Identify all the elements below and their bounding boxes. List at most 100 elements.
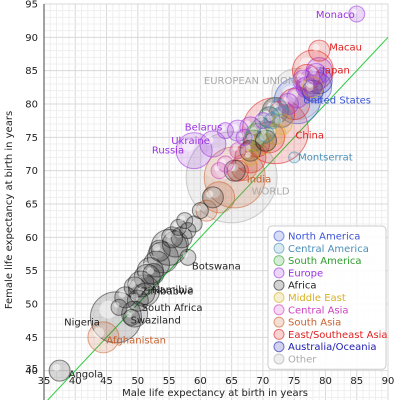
legend-entry-label: Europe — [288, 268, 323, 279]
x-axis-title: Male life expectancy at birth in years — [122, 388, 308, 399]
bubble — [126, 289, 149, 312]
legend-entry-label: Other — [288, 355, 317, 366]
legend-entry-label: Australia/Oceania — [288, 342, 377, 353]
bubble — [301, 76, 324, 99]
legend-swatch — [273, 255, 285, 267]
bubble — [176, 212, 194, 230]
x-tick-label: 75 — [288, 376, 301, 387]
x-tick-label: 40 — [69, 376, 82, 387]
y-tick-label: 50 — [25, 300, 38, 311]
y-tick-label: 45 — [25, 333, 38, 344]
x-tick-label: 55 — [163, 376, 176, 387]
bubble — [110, 298, 128, 316]
country-label: Nigeria — [64, 317, 100, 328]
bubble-body — [270, 98, 288, 116]
bubble — [235, 128, 253, 146]
legend-entry-label: South America — [288, 256, 362, 267]
legend-swatch — [273, 292, 285, 303]
country-label: Montserrat — [298, 152, 353, 163]
x-tick-label: 85 — [350, 376, 363, 387]
country-label: Angola — [69, 370, 104, 381]
y-tick-label: 95 — [25, 0, 38, 11]
bubble-highlight — [245, 152, 251, 158]
bubble — [179, 248, 197, 266]
legend-entry-label: Central America — [288, 244, 369, 255]
country-label: Ukraine — [171, 136, 210, 147]
bubble-highlight — [309, 67, 317, 75]
bubble — [223, 159, 246, 182]
bubble — [229, 142, 247, 160]
bubble-body — [229, 142, 247, 160]
bubble — [276, 93, 299, 115]
bubble-highlight — [113, 302, 120, 308]
bubble-highlight — [267, 115, 273, 122]
bubble-highlight — [204, 135, 214, 145]
bubble — [216, 122, 234, 140]
x-tick-label: 65 — [225, 376, 238, 387]
bubble — [288, 151, 301, 164]
bubble-highlight — [213, 165, 220, 172]
axes: 35 40 45 50 55 60 65 70 75 80 85 904045505560657075… — [25, 0, 394, 405]
x-tick-label: 70 — [257, 376, 270, 387]
bubble — [257, 125, 275, 143]
country-label: China — [295, 131, 324, 142]
country-label: Japan — [321, 66, 350, 77]
y-tick-label: 35 — [25, 364, 38, 375]
legend-swatch — [273, 267, 285, 279]
bubble-body — [308, 39, 331, 62]
country-label: India — [247, 174, 272, 185]
y-axis-title: Female life expectancy at birth in years — [4, 111, 15, 309]
bubble-highlight — [52, 363, 61, 372]
bubble — [87, 321, 120, 354]
bubble-highlight — [232, 145, 239, 152]
bubble-highlight — [312, 43, 320, 52]
bubble-highlight — [299, 80, 308, 88]
bubble-body — [210, 162, 228, 180]
y-tick-label: 55 — [25, 266, 38, 277]
country-label: EUROPEAN UNION — [204, 76, 295, 87]
legend-entry-label: Middle East — [288, 293, 346, 304]
bubble-highlight — [206, 190, 214, 198]
y-tick-label: 60 — [25, 233, 38, 244]
bubble — [175, 132, 213, 170]
country-label: WORLD — [252, 186, 290, 197]
bubble-highlight — [238, 132, 245, 138]
bubble-layer — [48, 5, 366, 382]
bubble — [199, 130, 227, 158]
country-label: Russia — [152, 146, 184, 157]
legend-entry-label: Central Asia — [288, 305, 349, 316]
bubble-highlight — [195, 205, 201, 212]
bubble-body — [142, 263, 165, 285]
legend-swatch — [273, 316, 285, 328]
bubble — [255, 129, 278, 152]
bubble-highlight — [99, 300, 118, 319]
bubble-highlight — [273, 102, 279, 108]
y-tick-label: 40 — [25, 366, 38, 377]
bubble — [195, 199, 218, 222]
bubble — [308, 39, 331, 62]
legend-entry-label: North America — [288, 232, 360, 243]
bubble-highlight — [296, 73, 305, 82]
bubble — [48, 359, 71, 382]
bubble — [123, 308, 141, 326]
bubble-body — [48, 359, 71, 382]
x-tick-label: 80 — [319, 376, 332, 387]
bubble — [348, 5, 366, 23]
country-label: Belarus — [185, 123, 223, 134]
country-label: United States — [303, 96, 371, 107]
bubble-body — [257, 125, 275, 143]
country-label: South Africa — [142, 303, 203, 314]
bubble — [210, 162, 228, 180]
bubble-highlight — [257, 115, 264, 122]
bubble — [161, 226, 184, 249]
legend-swatch — [273, 230, 285, 242]
bubble-highlight — [126, 312, 132, 318]
bubble-highlight — [118, 290, 126, 298]
bubble — [133, 283, 156, 305]
country-label: Swaziland — [131, 315, 181, 326]
bubble-highlight — [260, 128, 267, 135]
bubble-highlight — [182, 252, 189, 258]
